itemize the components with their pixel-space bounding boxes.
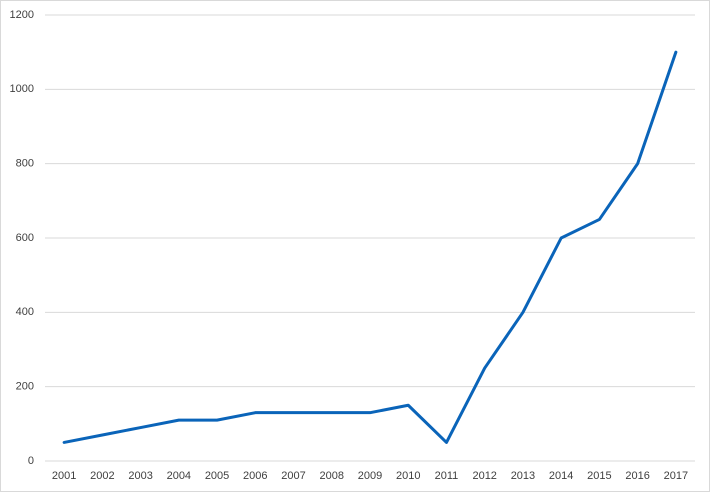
y-tick-label: 200 [16, 381, 34, 393]
x-tick-label: 2004 [167, 470, 191, 482]
x-tick-label: 2007 [281, 470, 305, 482]
y-tick-label: 0 [28, 455, 34, 467]
y-tick-label: 1200 [10, 9, 34, 21]
y-tick-label: 1000 [10, 83, 34, 95]
y-tick-label: 800 [16, 158, 34, 170]
x-tick-label: 2012 [472, 470, 496, 482]
x-tick-label: 2006 [243, 470, 267, 482]
x-tick-label: 2003 [128, 470, 152, 482]
y-tick-label: 400 [16, 306, 34, 318]
x-tick-label: 2002 [90, 470, 114, 482]
x-tick-label: 2011 [435, 470, 459, 482]
x-tick-label: 2008 [320, 470, 344, 482]
x-tick-label: 2014 [549, 470, 573, 482]
x-tick-label: 2010 [396, 470, 420, 482]
x-tick-label: 2013 [511, 470, 535, 482]
data-line [62, 50, 678, 444]
x-tick-label: 2015 [587, 470, 611, 482]
x-tick-label: 2016 [625, 470, 649, 482]
x-tick-label: 2005 [205, 470, 229, 482]
y-tick-label: 600 [16, 232, 34, 244]
x-tick-label: 2017 [664, 470, 688, 482]
x-tick-label: 2001 [52, 470, 76, 482]
x-tick-label: 2009 [358, 470, 382, 482]
